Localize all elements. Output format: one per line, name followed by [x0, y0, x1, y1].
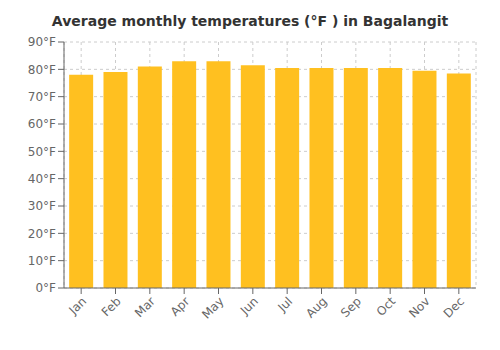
svg-text:80°F: 80°F — [28, 63, 56, 77]
svg-text:40°F: 40°F — [28, 172, 56, 186]
svg-text:Mar: Mar — [132, 294, 158, 320]
svg-text:May: May — [199, 294, 226, 321]
svg-text:20°F: 20°F — [28, 227, 56, 241]
svg-text:90°F: 90°F — [28, 35, 56, 49]
svg-text:50°F: 50°F — [28, 145, 56, 159]
svg-text:Jul: Jul — [274, 294, 295, 315]
svg-text:Nov: Nov — [406, 294, 432, 320]
svg-text:Feb: Feb — [99, 294, 124, 319]
svg-text:Oct: Oct — [374, 294, 399, 319]
svg-text:60°F: 60°F — [28, 117, 56, 131]
svg-text:30°F: 30°F — [28, 199, 56, 213]
svg-text:10°F: 10°F — [28, 254, 56, 268]
svg-text:Aug: Aug — [303, 294, 329, 320]
svg-text:Sep: Sep — [338, 294, 364, 320]
svg-text:0°F: 0°F — [35, 281, 56, 295]
svg-text:70°F: 70°F — [28, 90, 56, 104]
svg-text:Jan: Jan — [66, 294, 90, 318]
svg-text:Dec: Dec — [441, 294, 467, 320]
svg-text:Apr: Apr — [168, 294, 193, 319]
svg-text:Jun: Jun — [237, 294, 261, 318]
html-text:Average monthly temperatures (: Average monthly temperatures (°F ) in Ba… — [51, 13, 449, 29]
